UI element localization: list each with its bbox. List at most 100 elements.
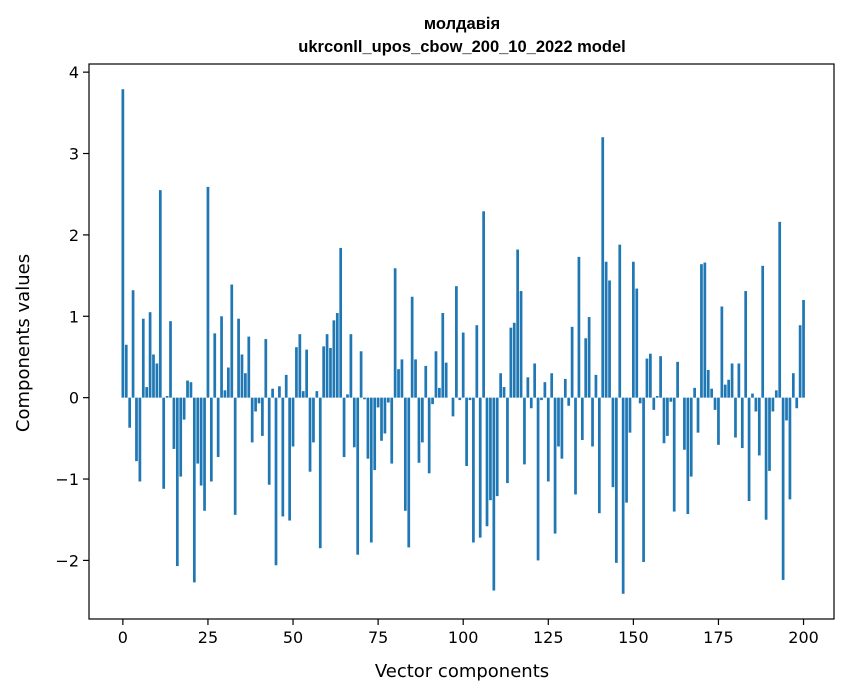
bar (567, 398, 570, 406)
bar (264, 339, 267, 398)
bar (639, 398, 642, 404)
bar (479, 398, 482, 538)
bar (475, 325, 478, 397)
bar (217, 398, 220, 457)
bar (744, 291, 747, 398)
bar (710, 389, 713, 398)
bar (387, 398, 390, 403)
x-tick-label: 175 (703, 628, 734, 647)
bar (190, 382, 193, 397)
bar (523, 398, 526, 465)
bar (203, 398, 206, 511)
bar (755, 398, 758, 412)
bar (622, 398, 625, 594)
bar (564, 379, 567, 398)
bar (438, 388, 441, 398)
bar (353, 398, 356, 448)
bar (738, 363, 741, 397)
bar (632, 262, 635, 398)
bar (271, 389, 274, 398)
bar (721, 307, 724, 398)
bar (149, 312, 152, 397)
bar (537, 398, 540, 561)
y-tick-label: 0 (69, 389, 79, 408)
bar (785, 398, 788, 421)
bar (462, 333, 465, 398)
bar (775, 390, 778, 397)
chart-title-line2: ukrconll_upos_cbow_200_10_2022 model (298, 38, 625, 56)
bar (601, 137, 604, 397)
bar (652, 398, 655, 410)
bar (629, 398, 632, 433)
bar (482, 211, 485, 397)
bar (673, 398, 676, 512)
bar (768, 398, 771, 471)
bar (669, 398, 672, 402)
bar (261, 398, 264, 436)
bar (380, 398, 383, 441)
bar (530, 398, 533, 409)
y-tick-label: 4 (69, 63, 79, 82)
bar (751, 394, 754, 398)
bar (336, 313, 339, 398)
bar (247, 337, 250, 398)
bar (571, 327, 574, 398)
bar (435, 351, 438, 397)
bar (554, 398, 557, 534)
bar (472, 398, 475, 543)
bar (360, 351, 363, 397)
bar (492, 398, 495, 591)
bar (666, 398, 669, 436)
bar (156, 363, 159, 397)
bar (183, 398, 186, 420)
bar (230, 285, 233, 398)
bar (302, 391, 305, 398)
bar (350, 334, 353, 397)
bar (533, 363, 536, 397)
bar (404, 398, 407, 511)
bar (377, 398, 380, 408)
bar (234, 398, 237, 515)
bar (509, 328, 512, 398)
y-tick-label: 3 (69, 145, 79, 164)
bar (465, 398, 468, 466)
bar (608, 280, 611, 397)
bar (363, 398, 366, 400)
bar (176, 398, 179, 566)
bar (795, 398, 798, 409)
bar (367, 398, 370, 459)
bar (581, 398, 584, 440)
x-axis-label: Vector components (375, 661, 549, 682)
bar (656, 396, 659, 398)
bar (186, 381, 189, 398)
bar (789, 398, 792, 500)
bar (642, 398, 645, 562)
bar (254, 398, 257, 412)
bar (625, 398, 628, 503)
bar (292, 398, 295, 447)
bar (421, 398, 424, 443)
bar (455, 286, 458, 397)
bar (547, 398, 550, 482)
bar (618, 245, 621, 398)
bar (220, 316, 223, 397)
y-tick-label: 1 (69, 307, 79, 326)
x-tick-label: 200 (788, 628, 819, 647)
bar (527, 377, 530, 397)
bar (469, 398, 472, 400)
bar (431, 398, 434, 405)
bar (703, 263, 706, 398)
bar (162, 398, 165, 489)
bar (659, 356, 662, 398)
bar (452, 398, 455, 417)
bar (244, 373, 247, 397)
x-tick-label: 125 (533, 628, 564, 647)
bar (441, 313, 444, 398)
bar (196, 398, 199, 464)
x-tick-label: 75 (368, 628, 388, 647)
bar (397, 369, 400, 397)
bar (445, 363, 448, 398)
bar (496, 398, 499, 496)
